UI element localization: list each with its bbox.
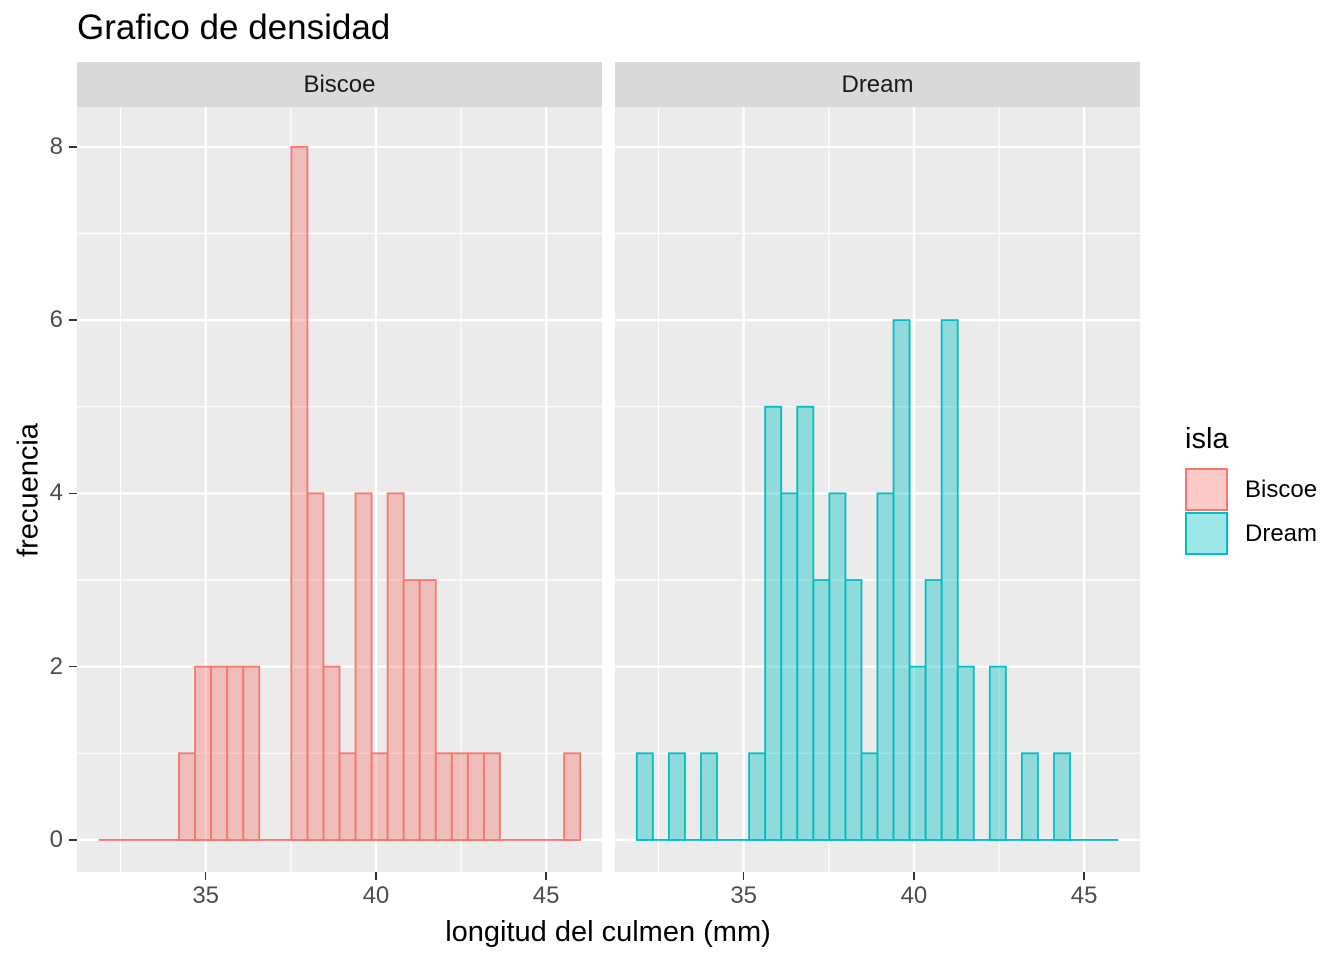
- histogram-bar: [354, 492, 373, 841]
- x-tick-mark: [204, 872, 207, 880]
- histogram-bar: [482, 752, 501, 841]
- legend-title: isla: [1185, 423, 1229, 455]
- legend-key-biscoe-swatch: [1185, 468, 1228, 511]
- histogram-bar: [796, 405, 815, 841]
- panel-dream: [615, 107, 1140, 872]
- y-tick-label: 0: [49, 825, 63, 853]
- histogram-bar: [764, 405, 783, 841]
- facet-strip-biscoe: Biscoe: [77, 62, 602, 107]
- x-tick-mark: [913, 872, 915, 880]
- histogram-bar: [370, 752, 389, 841]
- histogram-bar: [338, 752, 357, 841]
- x-tick-label: 40: [362, 882, 390, 909]
- legend-entry-biscoe: Biscoe: [1185, 468, 1317, 511]
- y-tick-mark: [69, 839, 77, 841]
- y-tick-label: 8: [49, 132, 63, 160]
- y-tick-mark: [69, 146, 77, 148]
- histogram-bar: [667, 752, 686, 841]
- x-tick-label: 35: [730, 882, 758, 909]
- histogram-bar: [242, 665, 261, 841]
- y-axis-title: frecuencia: [12, 423, 45, 557]
- x-tick-mark: [1083, 872, 1085, 880]
- histogram-bar: [844, 579, 863, 841]
- legend-label-biscoe: Biscoe: [1245, 475, 1318, 503]
- x-tick-label: 45: [532, 882, 560, 909]
- histogram-bar: [876, 492, 895, 841]
- histogram-bar: [748, 752, 767, 841]
- histogram-bar: [940, 319, 959, 841]
- histogram-bar: [828, 492, 847, 841]
- x-tick-mark: [545, 872, 547, 880]
- x-tick-label: 40: [900, 882, 928, 909]
- histogram-bar: [226, 665, 245, 841]
- legend-key-dream-swatch: [1185, 512, 1228, 555]
- histogram-bar: [290, 145, 309, 841]
- histogram-bar: [700, 752, 718, 841]
- y-tick-label: 4: [49, 479, 63, 507]
- y-tick-label: 2: [49, 652, 63, 680]
- histogram-bar: [812, 579, 831, 841]
- facet-strip-dream-label: Dream: [841, 70, 914, 98]
- histogram-bar: [386, 492, 405, 841]
- histogram-bar: [322, 665, 341, 841]
- histogram-bar: [434, 752, 453, 841]
- histogram-bar: [450, 752, 469, 841]
- histogram-bar: [908, 665, 927, 841]
- x-tick-mark: [742, 872, 745, 880]
- x-axis-title: longitud del culmen (mm): [445, 916, 771, 948]
- histogram-bar: [1053, 752, 1071, 841]
- histogram-bar: [1020, 752, 1039, 841]
- histogram-bar: [956, 665, 975, 841]
- y-tick-mark: [69, 665, 77, 668]
- facet-strip-biscoe-label: Biscoe: [303, 70, 376, 98]
- histogram-bar: [988, 665, 1007, 841]
- panel-dream-plot: [615, 107, 1140, 872]
- y-tick-mark: [69, 492, 77, 495]
- plot-title: Grafico de densidad: [77, 8, 391, 47]
- histogram-bar: [210, 665, 229, 841]
- legend-entry-dream: Dream: [1185, 512, 1317, 555]
- y-tick-mark: [69, 319, 77, 321]
- legend-label-dream: Dream: [1245, 519, 1318, 547]
- x-tick-label: 45: [1070, 882, 1098, 909]
- facet-strip-dream: Dream: [615, 62, 1140, 107]
- histogram-bar: [306, 492, 325, 841]
- panel-biscoe-plot: [77, 107, 602, 872]
- panel-biscoe: [77, 107, 602, 872]
- histogram-bar: [860, 752, 879, 841]
- histogram-bar: [418, 579, 437, 841]
- y-tick-label: 6: [49, 306, 63, 334]
- histogram-bar: [466, 752, 485, 841]
- x-tick-label: 35: [192, 882, 220, 909]
- histogram-bar: [194, 665, 213, 841]
- histogram-bar: [635, 752, 654, 841]
- histogram-bar: [892, 319, 911, 841]
- histogram-bar: [563, 752, 582, 841]
- histogram-bar: [402, 579, 421, 841]
- histogram-bar: [924, 579, 943, 841]
- histogram-bar: [178, 752, 196, 841]
- x-tick-mark: [375, 872, 377, 880]
- histogram-bar: [780, 492, 799, 841]
